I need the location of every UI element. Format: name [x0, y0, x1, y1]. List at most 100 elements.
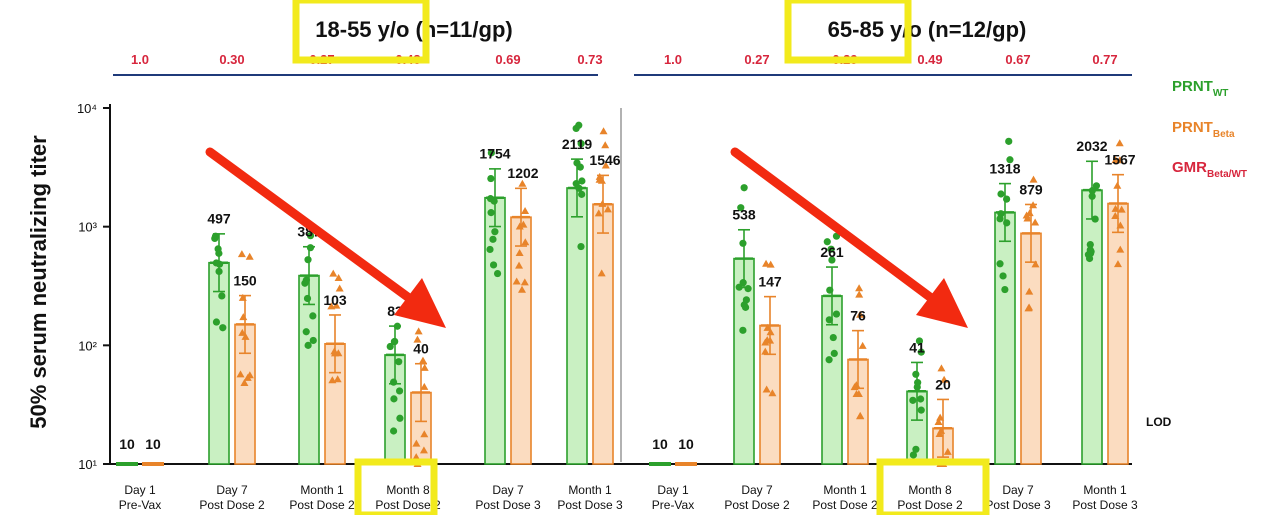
data-point	[386, 342, 394, 351]
data-point	[215, 267, 223, 276]
data-point	[763, 323, 772, 331]
value-label: 1318	[989, 160, 1020, 176]
gmr-value: 0.69	[495, 52, 520, 67]
trend-arrow-shaft	[205, 147, 425, 311]
data-point	[420, 363, 429, 371]
data-point	[739, 326, 747, 334]
x-tick-label: Day 7	[1002, 483, 1034, 497]
data-point	[603, 205, 612, 213]
highlight-box-month8-1	[354, 458, 438, 515]
data-point	[999, 272, 1007, 280]
data-point	[238, 293, 247, 301]
data-point	[419, 446, 428, 454]
bar	[1107, 202, 1129, 465]
value-label: 1202	[507, 165, 538, 181]
data-point	[1005, 137, 1013, 145]
value-label: 10	[652, 436, 668, 452]
data-point	[572, 124, 580, 133]
data-point	[211, 232, 220, 240]
data-point	[1001, 285, 1009, 294]
y-tick-label: 10¹	[78, 457, 97, 472]
data-point	[390, 395, 398, 403]
data-point	[739, 239, 747, 247]
data-point	[766, 328, 775, 336]
gmr-value: 0.30	[219, 52, 244, 67]
data-point	[1087, 247, 1095, 256]
data-point	[487, 209, 495, 217]
data-point	[943, 447, 952, 455]
data-point	[576, 163, 584, 171]
data-point	[333, 375, 342, 383]
data-point	[823, 238, 831, 246]
bar	[592, 203, 614, 465]
value-label: 1567	[1104, 152, 1135, 168]
data-point	[1111, 204, 1120, 212]
data-point	[909, 396, 917, 404]
y-axis-label: 50% serum neutralizing titer	[26, 135, 51, 429]
x-tick-label: Post Dose 3	[475, 498, 541, 512]
data-point	[493, 269, 502, 278]
data-point	[830, 349, 838, 357]
data-point	[1003, 219, 1011, 227]
value-label: 150	[233, 272, 257, 288]
legend-entry: GMRBeta/WT	[1172, 159, 1247, 180]
data-point	[330, 347, 339, 355]
data-point	[1024, 304, 1033, 312]
data-point	[825, 316, 833, 324]
data-point	[212, 259, 220, 267]
bar	[1020, 232, 1042, 465]
data-point	[309, 336, 317, 345]
gmr-value: 0.27	[744, 52, 769, 67]
data-point	[1116, 221, 1125, 229]
gmr-value: 0.67	[1005, 52, 1030, 67]
x-tick-label: Month 1	[823, 483, 867, 497]
data-point	[215, 249, 223, 257]
data-point	[520, 278, 529, 286]
legend-subscript: Beta	[1213, 129, 1235, 140]
data-point	[491, 228, 499, 236]
data-point	[1003, 195, 1011, 203]
data-point	[597, 269, 606, 277]
data-point	[829, 333, 837, 342]
data-point	[1113, 260, 1122, 268]
data-point	[937, 364, 946, 372]
data-point	[761, 347, 770, 355]
data-point	[594, 209, 603, 217]
y-tick-label: 10³	[78, 220, 97, 235]
data-point	[832, 310, 841, 318]
value-label: 40	[413, 341, 429, 357]
data-point	[241, 332, 250, 340]
data-point	[1117, 205, 1126, 213]
legend-subscript: WT	[1213, 88, 1229, 99]
data-point	[912, 445, 920, 453]
data-point	[414, 327, 423, 335]
data-point	[940, 375, 949, 383]
data-point	[309, 312, 317, 320]
legend-entry: PRNTBeta	[1172, 119, 1235, 140]
data-point	[1031, 260, 1040, 268]
data-point	[827, 245, 835, 253]
x-tick-label: Day 7	[741, 483, 773, 497]
gmr-value: 1.0	[664, 52, 682, 67]
value-label: 1546	[589, 152, 620, 168]
x-tick-label: Post Dose 2	[289, 498, 355, 512]
data-point	[1091, 215, 1099, 223]
data-point	[578, 190, 586, 198]
data-point	[762, 385, 771, 393]
x-tick-label: Month 1	[300, 483, 344, 497]
data-point	[741, 303, 750, 311]
data-point	[521, 238, 530, 246]
data-point	[856, 412, 865, 420]
data-point	[1113, 181, 1122, 189]
data-point	[301, 279, 309, 287]
data-point	[487, 174, 495, 183]
data-point	[389, 427, 398, 435]
data-point	[936, 413, 945, 421]
data-point	[577, 140, 585, 148]
data-point	[1029, 201, 1038, 209]
y-tick-label: 10⁴	[77, 101, 97, 116]
data-point	[420, 430, 429, 438]
data-point	[915, 337, 924, 345]
y-tick-label: 10²	[78, 338, 97, 353]
data-point	[742, 296, 750, 304]
